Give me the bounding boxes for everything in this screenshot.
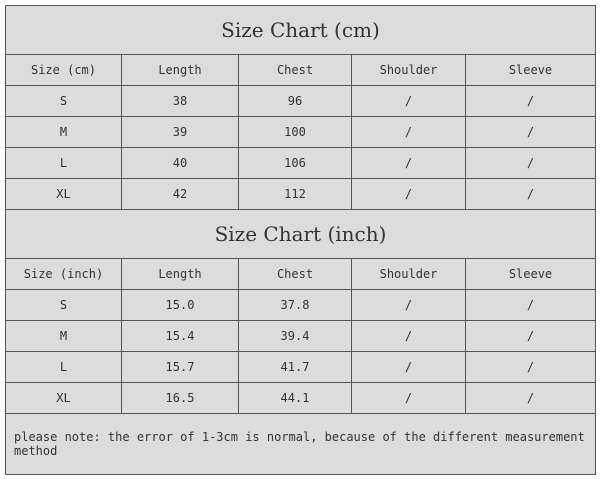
column-header: Chest — [238, 258, 352, 290]
table-cell: / — [351, 147, 466, 179]
table-row: L 15.7 41.7// — [5, 351, 596, 383]
table-cell: 15.4 — [121, 320, 239, 352]
table-cell: S — [5, 289, 122, 321]
table-cell: L — [5, 351, 122, 383]
table-cell: M — [5, 320, 122, 352]
table-cell: 40 — [121, 147, 239, 179]
table-row: S 38 96// — [5, 85, 596, 117]
table-row: XL 42 112// — [5, 178, 596, 210]
table-cell: 38 — [121, 85, 239, 117]
table-cell: / — [465, 178, 596, 210]
size-chart-sheet: Size Chart (cm) Size (cm) Length Chest Shoul… — [5, 5, 596, 475]
table-title: Size Chart (cm) — [5, 5, 596, 55]
table-cell: / — [465, 116, 596, 148]
table-cell: / — [351, 320, 466, 352]
column-header: Sleeve — [465, 258, 596, 290]
column-header: Size (cm) — [5, 54, 122, 86]
table-cell: / — [351, 85, 466, 117]
table-cell: 42 — [121, 178, 239, 210]
column-header: Shoulder — [351, 54, 466, 86]
title-row: Size Chart (cm) — [5, 5, 596, 55]
table-cell: S — [5, 85, 122, 117]
table-cell: 106 — [238, 147, 352, 179]
header-row: Size (inch) Length Chest Shoulder Sleeve — [5, 258, 596, 290]
table-cell: / — [465, 320, 596, 352]
measurement-note: please note: the error of 1-3cm is norma… — [5, 413, 596, 475]
table-cell: / — [465, 382, 596, 414]
note-row: please note: the error of 1-3cm is norma… — [5, 413, 596, 475]
table-cell: / — [351, 116, 466, 148]
column-header: Size (inch) — [5, 258, 122, 290]
table-cell: / — [351, 289, 466, 321]
column-header: Chest — [238, 54, 352, 86]
table-title: Size Chart (inch) — [5, 209, 596, 259]
table-row: M 15.4 39.4// — [5, 320, 596, 352]
table-cell: M — [5, 116, 122, 148]
table-cell: 41.7 — [238, 351, 352, 383]
table-cell: XL — [5, 178, 122, 210]
table-cell: / — [465, 147, 596, 179]
table-cell: XL — [5, 382, 122, 414]
table-row: M 39 100// — [5, 116, 596, 148]
table-row: XL 16.5 44.1// — [5, 382, 596, 414]
table-cell: 100 — [238, 116, 352, 148]
table-cell: 44.1 — [238, 382, 352, 414]
column-header: Length — [121, 258, 239, 290]
table-cell: 39.4 — [238, 320, 352, 352]
title-row: Size Chart (inch) — [5, 209, 596, 259]
column-header: Sleeve — [465, 54, 596, 86]
table-cell: 37.8 — [238, 289, 352, 321]
table-cell: L — [5, 147, 122, 179]
table-row: L 40 106// — [5, 147, 596, 179]
table-cell: 15.7 — [121, 351, 239, 383]
table-cell: 96 — [238, 85, 352, 117]
table-cell: / — [465, 289, 596, 321]
table-cell: / — [351, 178, 466, 210]
header-row: Size (cm) Length Chest Shoulder Sleeve — [5, 54, 596, 86]
table-cell: / — [465, 85, 596, 117]
table-cell: 15.0 — [121, 289, 239, 321]
table-cell: / — [351, 382, 466, 414]
table-cell: / — [351, 351, 466, 383]
column-header: Shoulder — [351, 258, 466, 290]
size-chart-table: Size Chart (cm) Size (cm) Length Chest Shoul… — [5, 5, 596, 475]
table-cell: 39 — [121, 116, 239, 148]
table-cell: 16.5 — [121, 382, 239, 414]
column-header: Length — [121, 54, 239, 86]
table-row: S 15.0 37.8// — [5, 289, 596, 321]
table-cell: / — [465, 351, 596, 383]
table-cell: 112 — [238, 178, 352, 210]
